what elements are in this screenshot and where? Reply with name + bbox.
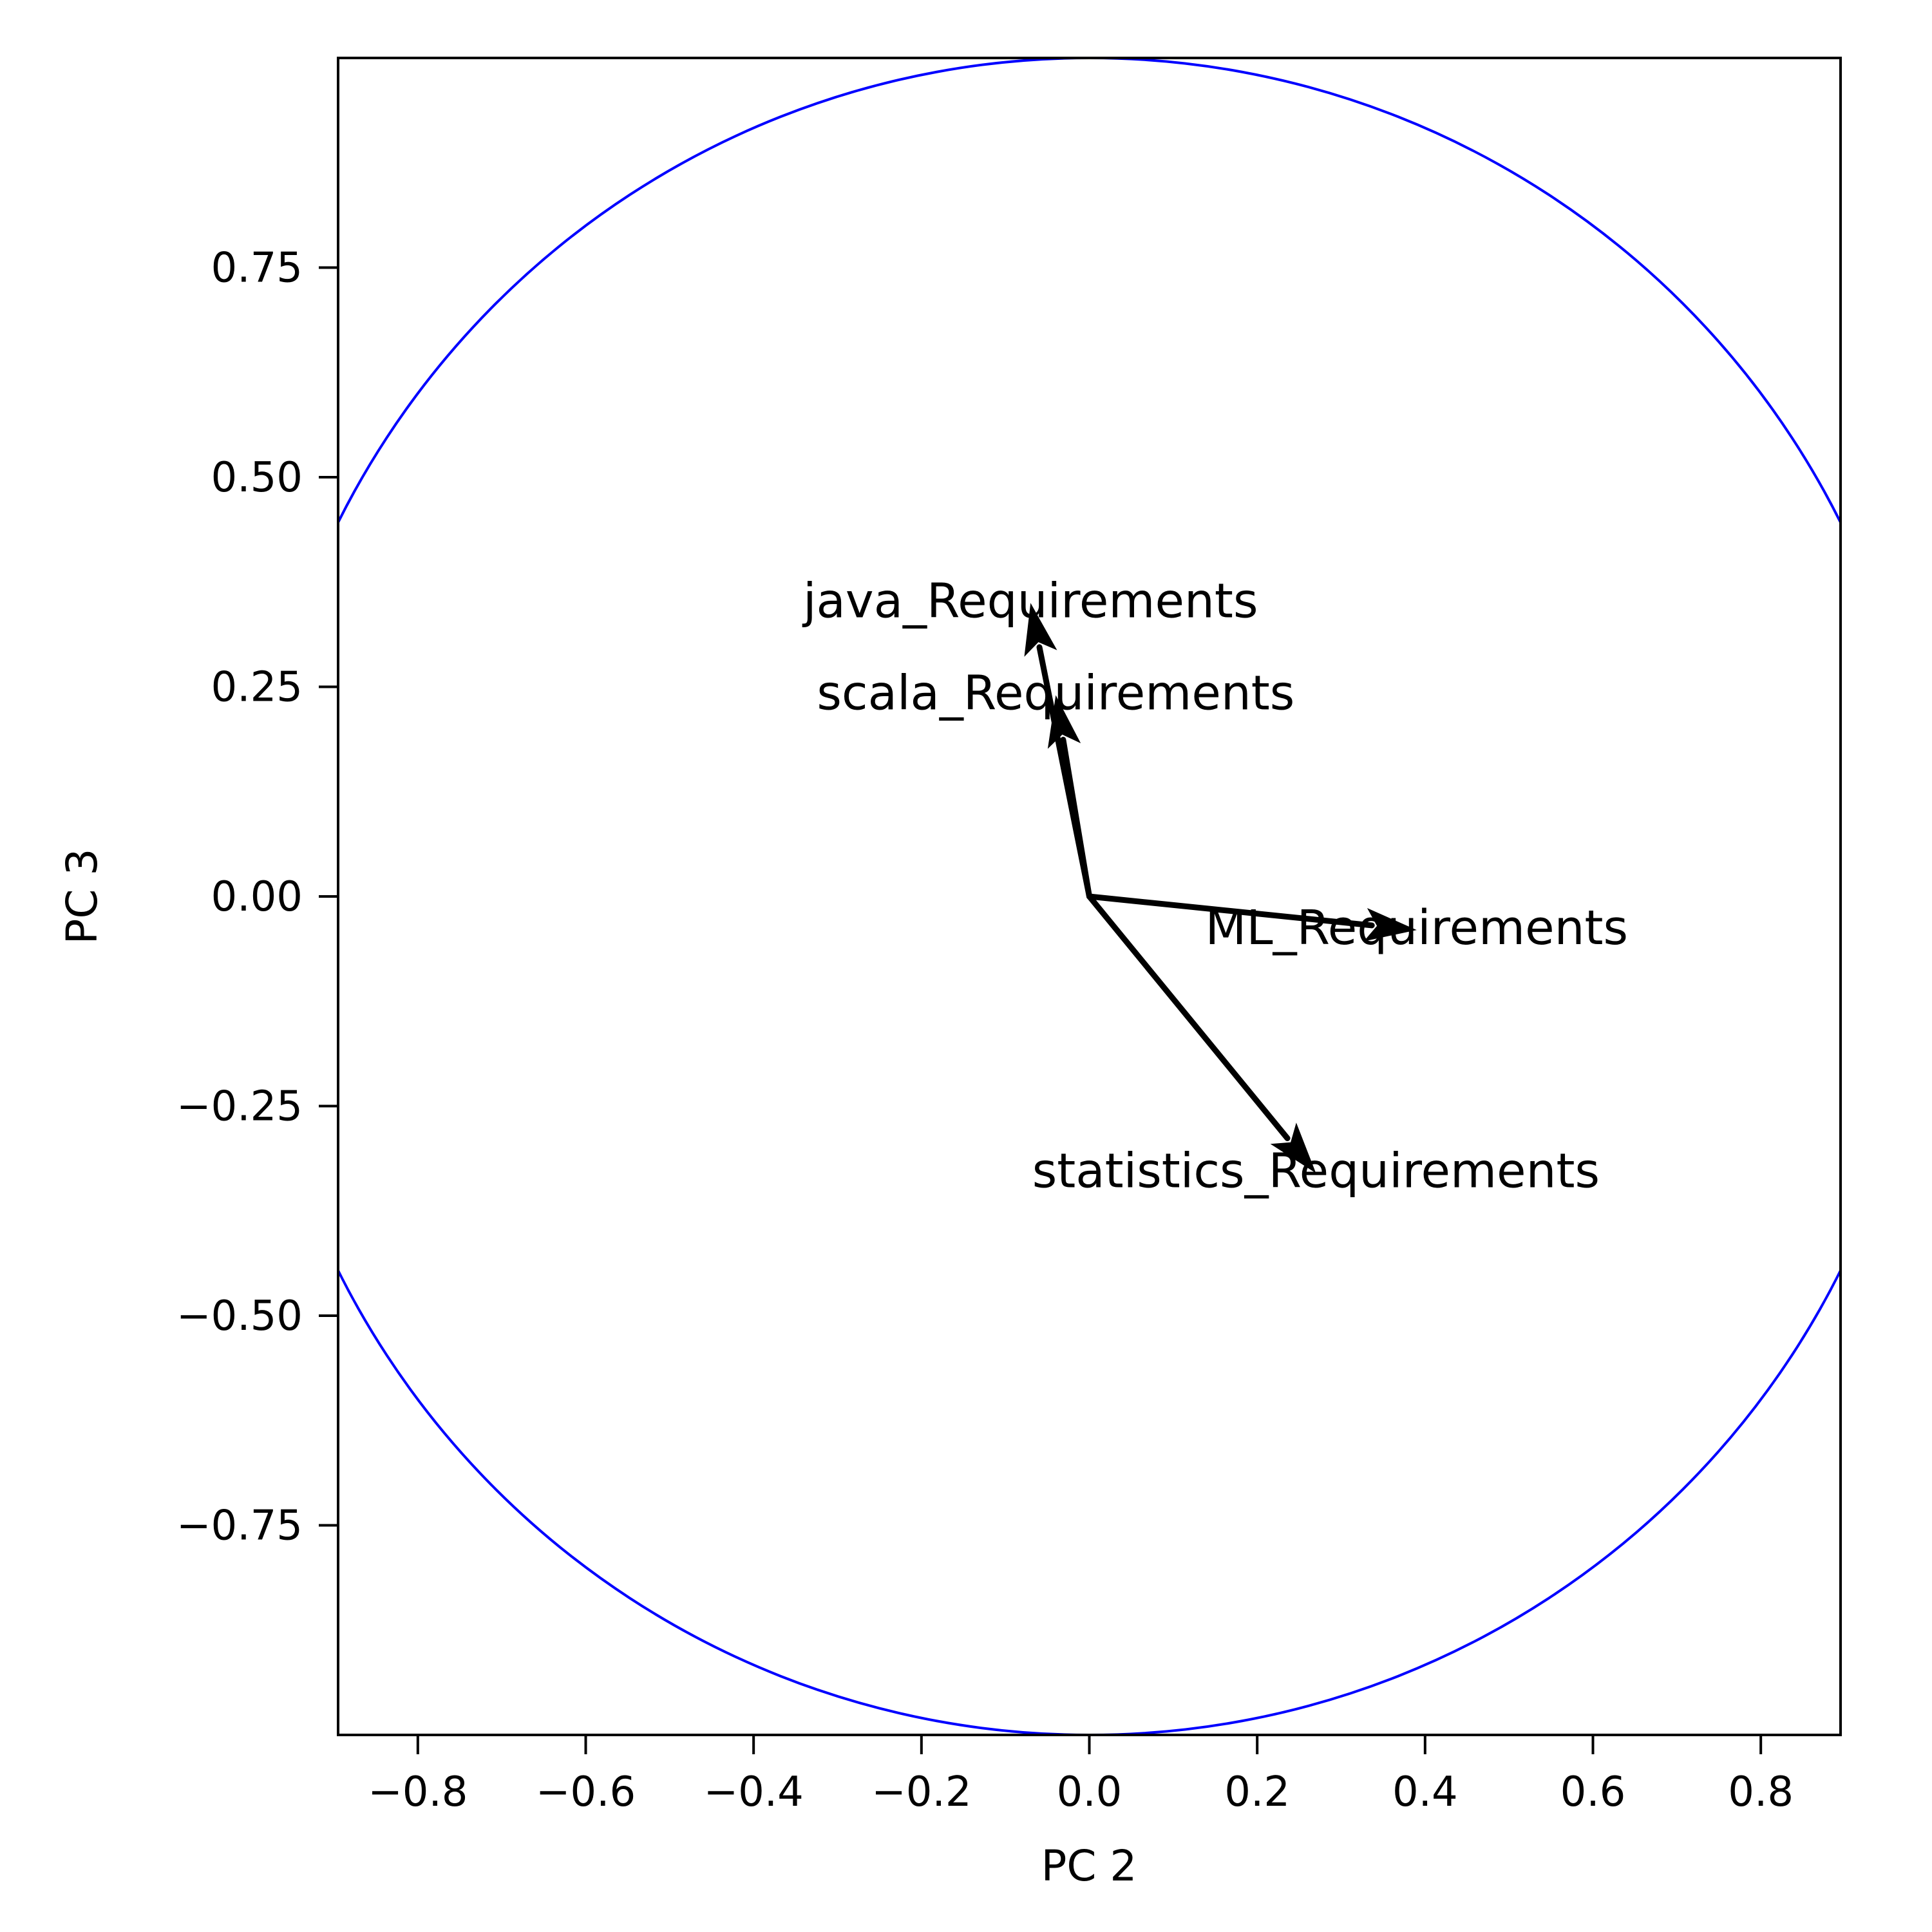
vector-label-statistics-requirements: statistics_Requirements — [1032, 1144, 1600, 1199]
vector-shaft-scala-requirements — [1060, 737, 1092, 900]
y-axis-label: PC 3 — [57, 849, 107, 945]
x-tick-label: −0.6 — [536, 1768, 636, 1816]
x-tick-label: −0.2 — [871, 1768, 971, 1816]
x-tick-label: −0.8 — [368, 1768, 468, 1816]
x-axis-label: PC 2 — [1041, 1841, 1137, 1891]
vector-arrowhead-java-requirements — [1024, 603, 1057, 657]
vector-arrowhead-statistics-requirements — [1270, 1122, 1316, 1173]
x-tick-label: 0.6 — [1560, 1768, 1626, 1816]
y-tick-label: 0.25 — [211, 664, 303, 712]
vector-label-scala-requirements: scala_Requirements — [817, 666, 1294, 721]
x-tick-label: 0.0 — [1057, 1768, 1122, 1816]
y-tick-label: 0.75 — [211, 245, 303, 292]
x-tick-label: 0.8 — [1728, 1768, 1794, 1816]
x-tick-label: −0.4 — [703, 1768, 803, 1816]
x-tick-label: 0.2 — [1224, 1768, 1290, 1816]
y-tick-label: −0.75 — [176, 1502, 303, 1550]
y-tick-label: 0.00 — [211, 873, 303, 921]
y-tick-label: −0.50 — [176, 1293, 303, 1340]
y-axis-ticks: 0.75 0.50 0.25 0.00 −0.25 −0.50 −0.75 — [176, 245, 338, 1550]
y-tick-label: −0.25 — [176, 1083, 303, 1131]
vector-arrowhead-ml-requirements — [1363, 908, 1417, 942]
vector-label-java-requirements: java_Requirements — [802, 573, 1258, 629]
vector-label-ml-requirements: ML_Requirements — [1206, 900, 1629, 956]
x-tick-label: 0.4 — [1392, 1768, 1458, 1816]
x-axis-ticks: −0.8 −0.6 −0.4 −0.2 0.0 0.2 0.4 0.6 0.8 — [368, 1735, 1794, 1816]
y-tick-label: 0.50 — [211, 454, 303, 502]
vector-shaft-statistics-requirements — [1086, 893, 1291, 1142]
vector-label-layer: java_Requirements scala_Requirements ML_Re… — [802, 573, 1628, 1198]
vector-shaft-ml-requirements — [1086, 893, 1375, 929]
vector-arrowhead-scala-requirements — [1047, 695, 1081, 749]
vector-layer — [1024, 603, 1417, 1173]
